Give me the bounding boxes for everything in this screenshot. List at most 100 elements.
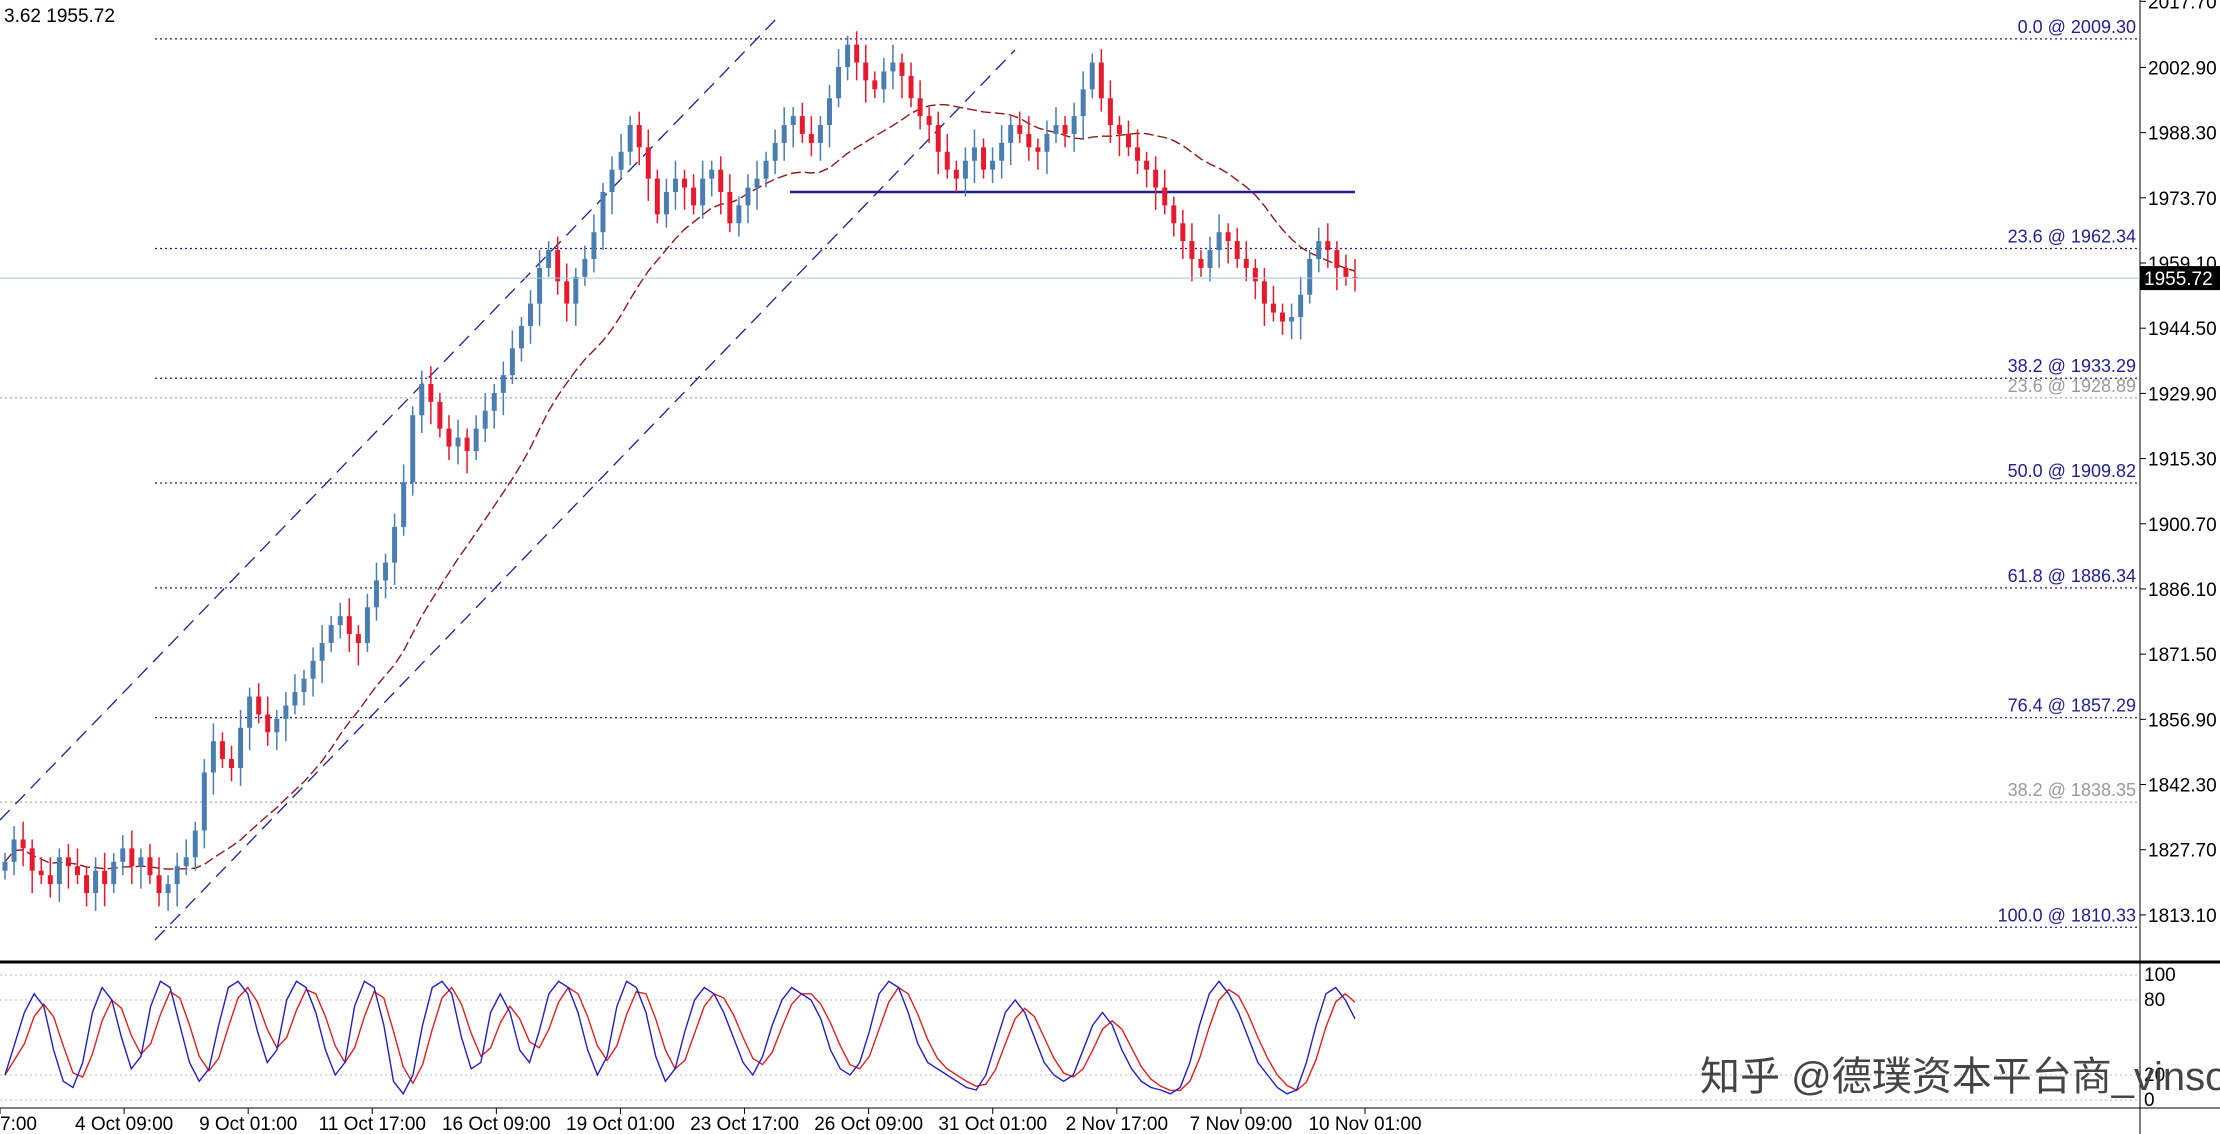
candle-body <box>962 160 968 179</box>
trend-channel <box>0 14 1016 941</box>
price-tick-label: 2017.70 <box>2148 0 2217 13</box>
date-label: 7:00 <box>0 1114 37 1134</box>
fib-label-secondary: 38.2 @ 1838.35 <box>2008 780 2136 800</box>
channel-upper <box>0 14 781 821</box>
candle-body <box>1026 133 1032 148</box>
candle-body <box>736 205 742 224</box>
candle-body <box>682 178 688 188</box>
candle-body <box>1234 241 1240 259</box>
candle-body <box>1180 223 1186 242</box>
candle-body <box>410 415 416 483</box>
moving-average <box>4 103 1356 870</box>
candle-body <box>392 526 398 563</box>
candle-body <box>709 169 715 179</box>
candle-body <box>890 62 896 72</box>
candle-body <box>836 66 842 99</box>
fib-label-secondary: 23.6 @ 1928.89 <box>2008 376 2136 396</box>
candle-body <box>355 634 361 643</box>
fib-label: 23.6 @ 1962.34 <box>2008 227 2136 247</box>
candle-body <box>591 232 597 259</box>
candle-body <box>346 616 352 635</box>
candle-body <box>93 870 99 894</box>
candle-body <box>745 187 751 206</box>
price-tick-label: 1871.50 <box>2148 645 2217 666</box>
fib-label: 76.4 @ 1857.29 <box>2008 696 2136 716</box>
candle-body <box>990 160 996 170</box>
candle-body <box>1207 250 1213 268</box>
candle-body <box>265 714 271 733</box>
candle-body <box>65 857 71 867</box>
stoch-signal-line <box>4 986 1356 1092</box>
candle-body <box>1216 232 1222 251</box>
candle-body <box>174 866 180 885</box>
candle-body <box>1171 205 1177 224</box>
stoch-main-line <box>4 980 1356 1096</box>
price-tick-label: 1813.10 <box>2148 906 2217 927</box>
candle-body <box>1270 303 1276 313</box>
candle-body <box>754 178 760 188</box>
candle-body <box>165 884 171 894</box>
fib-label: 61.8 @ 1886.34 <box>2008 566 2136 586</box>
candle-body <box>926 116 932 126</box>
candle-body <box>11 839 17 862</box>
candle-body <box>1071 116 1077 134</box>
fib-label: 0.0 @ 2009.30 <box>2018 17 2136 37</box>
candle-body <box>201 772 207 831</box>
candle-body <box>772 142 778 161</box>
candle-body <box>20 839 26 849</box>
date-label: 11 Oct 17:00 <box>319 1114 426 1134</box>
candle-body <box>573 276 579 304</box>
candle-body <box>845 44 851 67</box>
candle-body <box>1053 125 1059 134</box>
date-label: 4 Oct 09:00 <box>75 1114 173 1134</box>
candle-body <box>74 866 80 876</box>
candle-body <box>455 437 461 447</box>
stoch-level-label: 100 <box>2144 965 2176 986</box>
candle-body <box>981 147 987 170</box>
price-tick-label: 1988.30 <box>2148 124 2217 145</box>
candle-body <box>1225 232 1231 242</box>
price-tick-label: 1929.90 <box>2148 384 2217 405</box>
candle-body <box>364 607 370 643</box>
candle-body <box>600 192 606 233</box>
candle-body <box>247 696 253 728</box>
candle-body <box>129 848 135 867</box>
candle-body <box>38 870 44 876</box>
candle-body <box>1162 187 1168 206</box>
candle-body <box>183 857 189 867</box>
stoch-level-label: 0 <box>2144 1090 2155 1111</box>
candle-body <box>618 151 624 170</box>
candle-body <box>528 303 533 326</box>
price-tick-label: 1856.90 <box>2148 710 2217 731</box>
date-label: 23 Oct 17:00 <box>690 1114 799 1134</box>
fib-label: 38.2 @ 1933.29 <box>2008 356 2136 376</box>
candle-body <box>473 428 479 451</box>
candle-body <box>700 178 706 206</box>
price-tick-label: 1900.70 <box>2148 515 2217 536</box>
candle-body <box>1144 160 1150 170</box>
candle-body <box>84 875 90 894</box>
candle-body <box>500 375 506 393</box>
candle-body <box>1125 133 1131 148</box>
candle-body <box>917 98 923 117</box>
candle-body <box>908 75 914 99</box>
price-tick-label: 1842.30 <box>2148 776 2217 797</box>
candle-body <box>1298 294 1304 318</box>
candle-body <box>518 325 524 349</box>
candle-body <box>1289 317 1295 322</box>
candle-body <box>1062 125 1068 134</box>
candle-body <box>999 142 1005 161</box>
candle-body <box>111 861 117 885</box>
candle-body <box>446 428 452 447</box>
fibonacci-levels: 0.0 @ 2009.30 23.6 @ 1962.34 38.2 @ 1933.2… <box>0 17 2138 928</box>
candle-body <box>1017 125 1023 134</box>
candle-body <box>210 741 216 773</box>
candle-body <box>1316 241 1322 259</box>
candle-body <box>953 169 959 179</box>
candle-body <box>310 660 316 679</box>
candle-body <box>373 580 379 608</box>
candle-body <box>582 258 588 277</box>
candle-body <box>219 741 225 760</box>
